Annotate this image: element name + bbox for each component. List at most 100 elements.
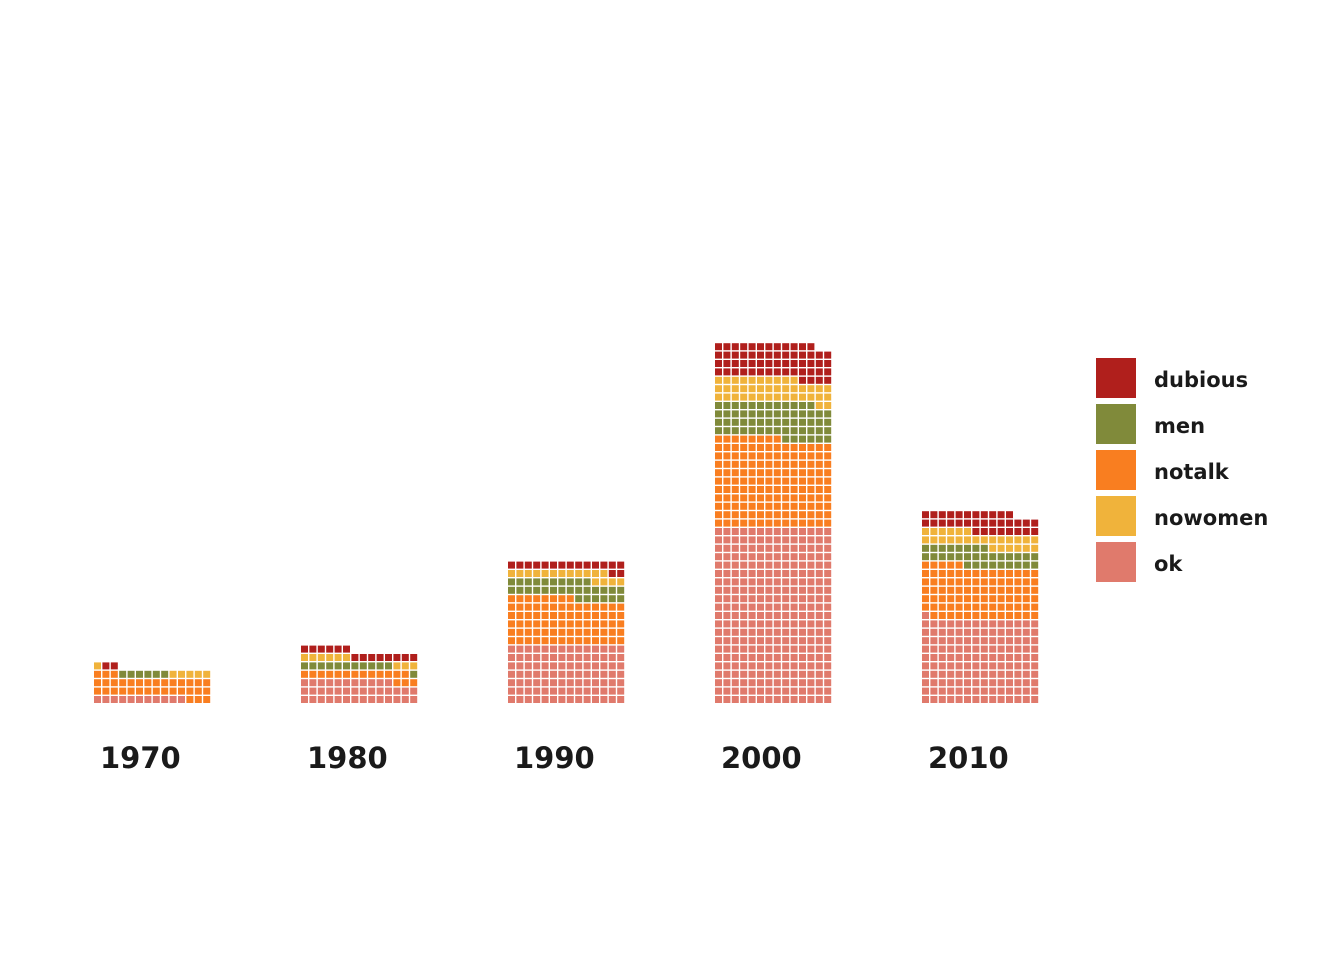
waffle-square-dubious (824, 351, 832, 359)
waffle-square-notalk (600, 620, 608, 628)
waffle-square-men (575, 578, 583, 586)
waffle-square-men (980, 553, 988, 561)
waffle-square-ok (765, 645, 773, 653)
waffle-square-notalk (136, 679, 143, 687)
waffle-square-ok (583, 670, 591, 678)
waffle-square-ok (127, 696, 135, 703)
waffle-square-notalk (799, 444, 806, 451)
waffle-square-ok (508, 645, 515, 653)
waffle-square-notalk (715, 452, 722, 460)
waffle-square-ok (144, 696, 152, 703)
waffle-square-notalk (1022, 578, 1030, 586)
waffle-square-nowomen (401, 662, 409, 670)
waffle-square-ok (608, 645, 616, 653)
waffle-square-men (731, 418, 739, 426)
waffle-square-notalk (119, 687, 127, 695)
waffle-square-notalk (1006, 603, 1013, 611)
waffle-square-nowomen (782, 376, 790, 384)
waffle-square-notalk (1006, 595, 1013, 603)
waffle-square-notalk (815, 519, 823, 527)
waffle-square-dubious (715, 360, 722, 367)
legend-label-ok: ok (1154, 552, 1183, 576)
waffle-square-ok (600, 679, 608, 687)
waffle-square-ok (169, 696, 177, 703)
waffle-square-notalk (617, 620, 625, 628)
waffle-square-notalk (608, 628, 616, 636)
waffle-square-nowomen (824, 402, 832, 409)
waffle-square-ok (334, 696, 342, 703)
waffle-square-dubious (385, 654, 392, 661)
waffle-square-ok (964, 687, 971, 695)
waffle-square-men (368, 662, 376, 670)
waffle-square-ok (757, 679, 764, 687)
waffle-square-ok (922, 696, 929, 703)
waffle-square-dubious (401, 654, 409, 661)
waffle-square-notalk (790, 519, 798, 527)
waffle-square-notalk (723, 519, 731, 527)
waffle-square-ok (807, 586, 815, 594)
waffle-square-nowomen (773, 376, 781, 384)
waffle-square-dubious (922, 519, 929, 527)
waffle-square-dubious (997, 528, 1005, 535)
waffle-square-ok (617, 654, 625, 661)
waffle-square-notalk (757, 469, 764, 477)
waffle-square-dubious (955, 511, 963, 519)
waffle-square-ok (807, 536, 815, 544)
waffle-square-ok (1014, 628, 1022, 636)
waffle-square-men (997, 553, 1005, 561)
waffle-square-ok (748, 620, 756, 628)
waffle-square-ok (807, 687, 815, 695)
waffle-square-notalk (617, 612, 625, 619)
waffle-square-men (938, 553, 946, 561)
waffle-square-nowomen (740, 376, 748, 384)
waffle-square-nowomen (938, 528, 946, 535)
waffle-square-ok (790, 696, 798, 703)
waffle-column-1990 (508, 561, 625, 703)
waffle-square-ok (922, 645, 929, 653)
waffle-square-ok (972, 628, 980, 636)
waffle-square-notalk (102, 687, 110, 695)
waffle-square-notalk (169, 679, 177, 687)
waffle-square-ok (608, 679, 616, 687)
waffle-square-notalk (773, 494, 781, 502)
waffle-square-ok (748, 628, 756, 636)
waffle-square-notalk (938, 595, 946, 603)
waffle-square-ok (740, 561, 748, 569)
waffle-square-notalk (807, 469, 815, 477)
waffle-square-ok (964, 645, 971, 653)
waffle-square-notalk (715, 444, 722, 451)
waffle-square-ok (715, 620, 722, 628)
waffle-square-notalk (815, 477, 823, 485)
waffle-square-ok (790, 637, 798, 645)
waffle-square-notalk (980, 586, 988, 594)
waffle-square-nowomen (301, 654, 308, 661)
waffle-square-ok (385, 679, 392, 687)
waffle-square-men (550, 586, 557, 594)
waffle-square-notalk (989, 595, 997, 603)
waffle-square-ok (938, 670, 946, 678)
waffle-square-ok (600, 654, 608, 661)
waffle-square-ok (1006, 662, 1013, 670)
waffle-square-ok (989, 620, 997, 628)
waffle-square-nowomen (807, 385, 815, 393)
waffle-square-dubious (773, 368, 781, 376)
waffle-square-ok (1006, 687, 1013, 695)
waffle-square-ok (955, 662, 963, 670)
waffle-square-ok (748, 612, 756, 619)
waffle-square-notalk (533, 620, 541, 628)
waffle-square-ok (938, 662, 946, 670)
waffle-square-notalk (757, 494, 764, 502)
waffle-square-ok (566, 662, 574, 670)
waffle-square-notalk (723, 444, 731, 451)
waffle-square-nowomen (731, 376, 739, 384)
waffle-square-ok (989, 679, 997, 687)
waffle-square-notalk (309, 670, 317, 678)
waffle-square-ok (799, 612, 806, 619)
waffle-square-dubious (748, 368, 756, 376)
waffle-square-nowomen (964, 536, 971, 544)
waffle-square-ok (757, 561, 764, 569)
waffle-square-men (558, 578, 566, 586)
waffle-square-nowomen (723, 376, 731, 384)
waffle-square-notalk (799, 519, 806, 527)
waffle-square-ok (533, 654, 541, 661)
